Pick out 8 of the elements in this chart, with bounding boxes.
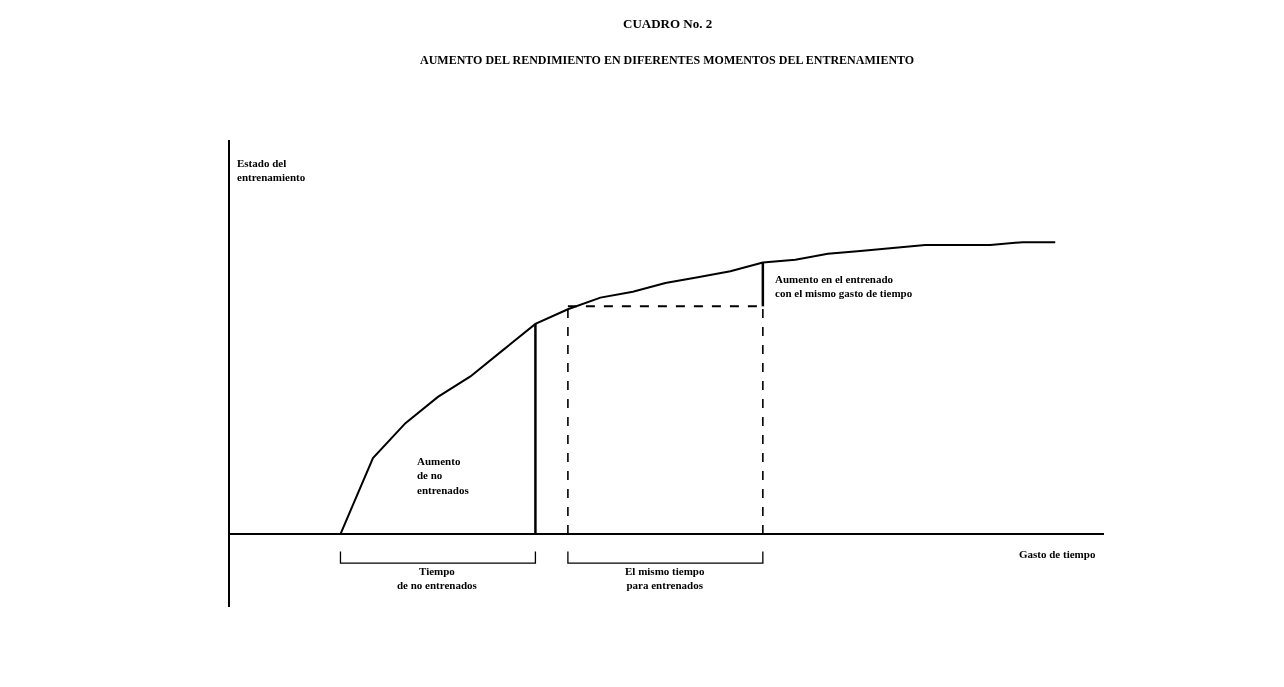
text: El mismo tiempo para entrenados [625,565,705,592]
annotation: Aumento en el entrenado con el mismo gasto de tiempo [775,273,913,300]
text: Estado del entrenamiento [237,157,306,184]
annotation: Aumento de no entrenados [417,455,470,496]
text: Tiempo de no entrenados [397,565,478,592]
chart-subtitle: AUMENTO DEL RENDIMIENTO EN DIFERENTES MOMENTOS DEL ENTRENAMIENTO [420,53,915,67]
chart-title: CUADRO No. 2 [623,16,713,31]
x-axis-title: Gasto de tiempo [1019,548,1096,560]
